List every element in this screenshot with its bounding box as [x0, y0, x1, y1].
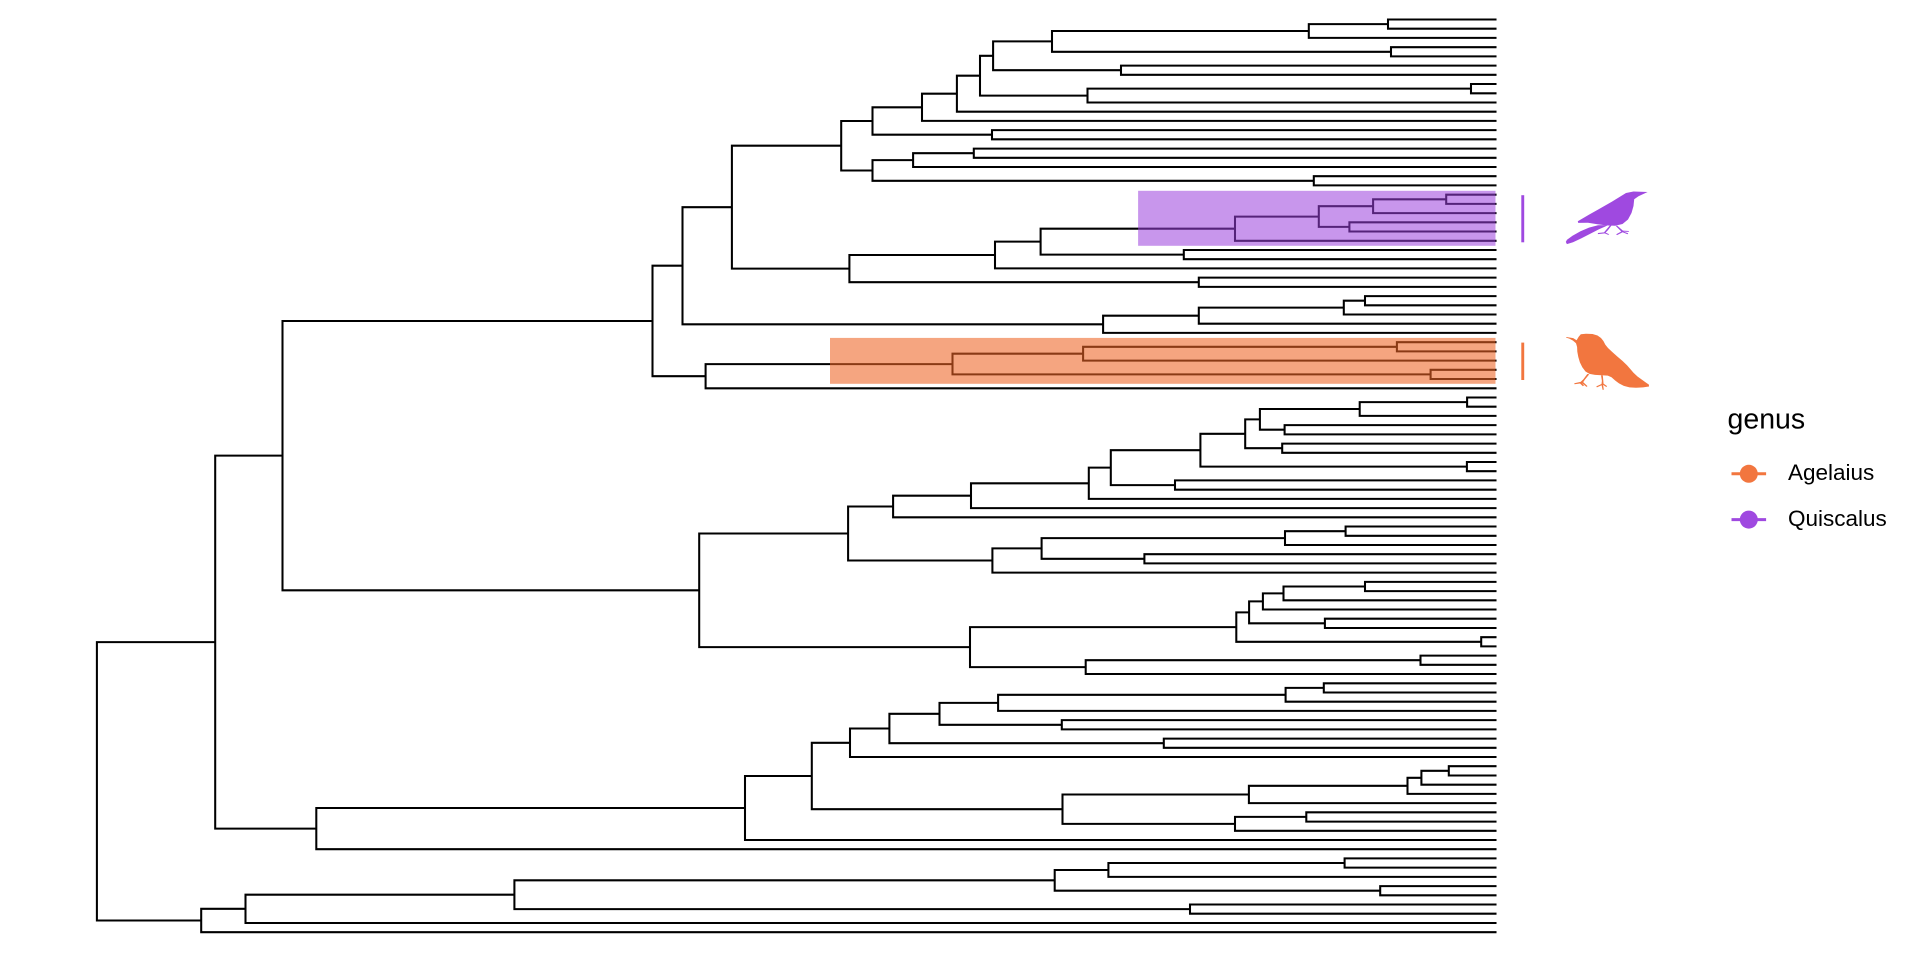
svg-text:Agelaius: Agelaius — [1788, 460, 1874, 485]
svg-text:genus: genus — [1728, 404, 1806, 436]
svg-text:Quiscalus: Quiscalus — [1788, 506, 1887, 531]
